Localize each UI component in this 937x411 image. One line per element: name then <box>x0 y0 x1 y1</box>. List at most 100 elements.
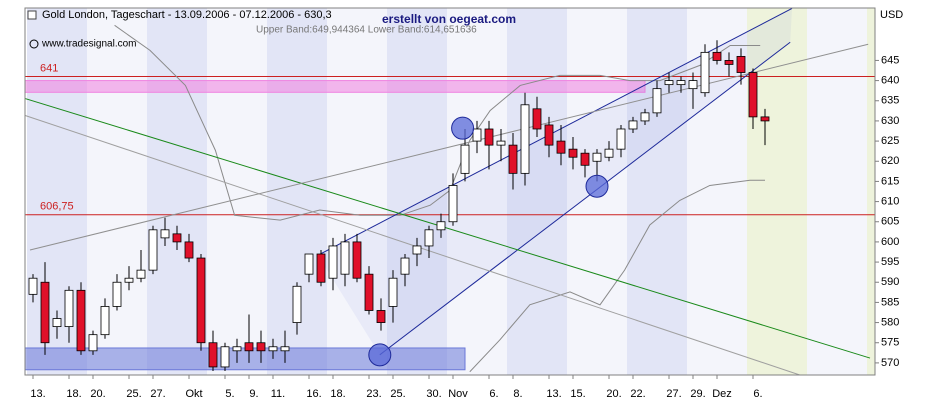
candle-body <box>184 241 194 259</box>
credit: erstellt von oegeat.com <box>382 12 516 26</box>
candle-body <box>172 233 182 243</box>
zone <box>25 80 646 93</box>
subtitle: www.tradesignal.com <box>41 39 136 50</box>
candle-body <box>64 289 74 328</box>
y-tick-label: 595 <box>881 256 899 268</box>
stripe <box>627 8 687 375</box>
candle-body <box>712 51 722 61</box>
y-tick-label: 640 <box>881 74 899 86</box>
candle-body <box>268 346 278 352</box>
candle-body <box>292 285 302 323</box>
candle-body <box>208 342 218 368</box>
candle-body <box>616 128 626 150</box>
x-tick-label: 20. <box>90 388 105 400</box>
x-tick-label: 30. <box>426 388 441 400</box>
bollinger-band <box>469 179 765 373</box>
x-tick-label: 22. <box>630 388 645 400</box>
y-tick-label: 570 <box>881 357 899 369</box>
candle-body <box>556 140 566 154</box>
zone <box>25 347 466 371</box>
y-unit: USD <box>880 9 903 21</box>
candle-body <box>652 88 662 114</box>
candle-body <box>304 253 314 275</box>
candle-body <box>724 60 734 65</box>
y-tick-label: 605 <box>881 216 899 228</box>
stripe <box>207 8 267 375</box>
candle-body <box>628 120 638 130</box>
candle-body <box>484 128 494 146</box>
candle-body <box>400 257 410 275</box>
candle-body <box>460 144 470 174</box>
candle-body <box>100 306 110 336</box>
candle-body <box>436 221 446 231</box>
candle-body <box>196 257 206 344</box>
candle-body <box>532 108 542 130</box>
candle-body <box>220 346 230 368</box>
trend-line <box>379 41 791 356</box>
candle-body <box>88 334 98 352</box>
x-tick-label: 18. <box>66 388 81 400</box>
x-tick-label: 8. <box>513 388 522 400</box>
marker-circle <box>451 116 475 140</box>
candle-body <box>76 289 86 352</box>
candle-body <box>688 80 698 90</box>
candle-body <box>388 277 398 307</box>
y-tick-label: 635 <box>881 95 899 107</box>
x-tick-label: 27. <box>666 388 681 400</box>
candle-body <box>412 245 422 255</box>
y-tick-label: 615 <box>881 175 899 187</box>
marker-circle <box>368 343 392 367</box>
stripe <box>747 8 807 375</box>
marker-circle <box>585 174 609 198</box>
candle-body <box>316 253 326 283</box>
y-tick-label: 630 <box>881 115 899 127</box>
candle-body <box>328 245 338 279</box>
candle-body <box>136 269 146 279</box>
candle-body <box>28 277 38 295</box>
y-tick-label: 645 <box>881 54 899 66</box>
candle-body <box>256 342 266 352</box>
y-tick-label: 620 <box>881 155 899 167</box>
candle-body <box>364 273 374 311</box>
x-tick-label: 27. <box>150 388 165 400</box>
candle-body <box>496 140 506 146</box>
candle-body <box>592 152 602 162</box>
x-tick-label: 9. <box>249 388 258 400</box>
candle-body <box>148 229 158 271</box>
x-tick-label: 6. <box>489 388 498 400</box>
plot-frame <box>24 7 876 376</box>
x-tick-label: 13. <box>30 388 45 400</box>
x-tick-label: 25. <box>390 388 405 400</box>
x-tick-label: 13. <box>546 388 561 400</box>
x-tick-label: 15. <box>570 388 585 400</box>
x-tick-label: 20. <box>606 388 621 400</box>
candle-body <box>700 51 710 94</box>
y-tick-label: 580 <box>881 316 899 328</box>
candle-body <box>736 55 746 73</box>
stripe <box>387 8 447 375</box>
trend-line <box>29 43 869 251</box>
candle-body <box>640 112 650 122</box>
candle-body <box>520 104 530 174</box>
candle-body <box>604 148 614 158</box>
stripe <box>867 8 875 375</box>
candle-body <box>124 277 134 283</box>
x-tick-label: 25. <box>126 388 141 400</box>
candle-body <box>664 80 674 86</box>
stripe <box>807 8 867 375</box>
copyright-icon <box>29 39 39 49</box>
h-line-label: 606,75 <box>40 201 74 213</box>
x-tick-label: Dez <box>712 388 732 400</box>
x-tick-label: 18. <box>330 388 345 400</box>
y-tick-label: 625 <box>881 135 899 147</box>
trend-line <box>317 8 793 256</box>
candle-body <box>568 148 578 158</box>
y-tick-label: 585 <box>881 296 899 308</box>
x-tick-label: 29. <box>690 388 705 400</box>
title-icon <box>27 10 37 20</box>
x-tick-label: 5. <box>225 388 234 400</box>
plot <box>25 8 875 375</box>
x-tick-label: 6. <box>753 388 762 400</box>
y-tick-label: 610 <box>881 195 899 207</box>
